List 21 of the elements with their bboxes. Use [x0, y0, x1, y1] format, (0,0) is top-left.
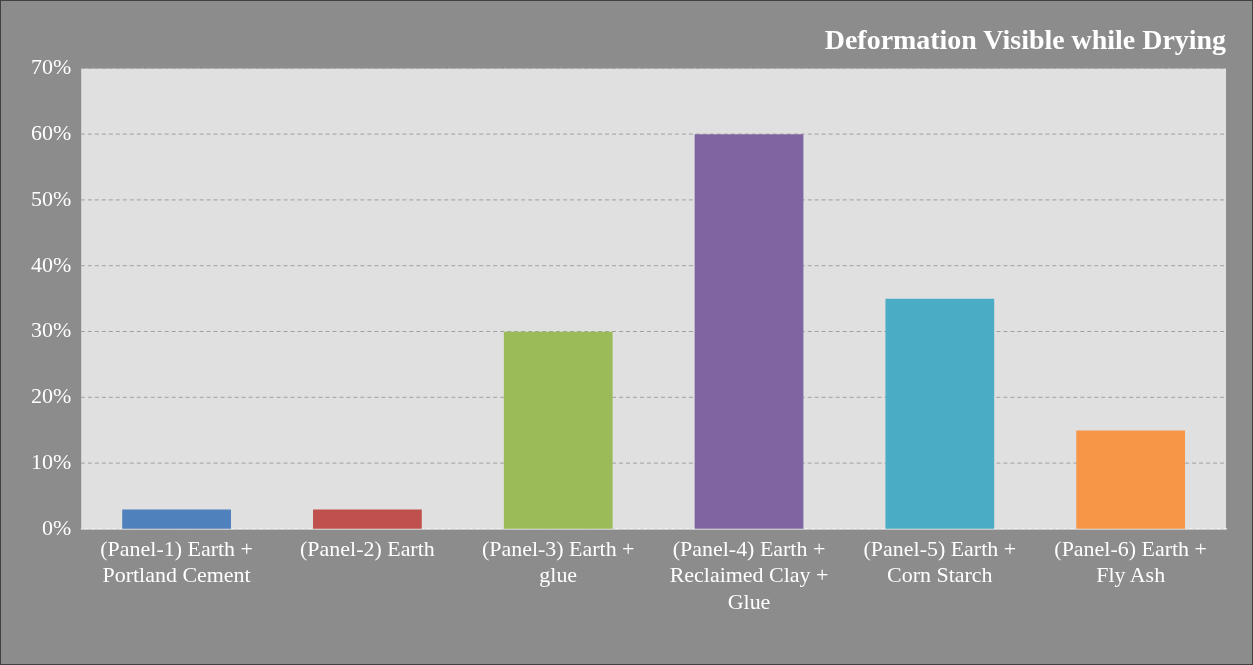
bar [885, 298, 995, 529]
x-tick-label: (Panel-5) Earth + Corn Starch [863, 536, 1017, 588]
bar [694, 134, 804, 529]
x-tick-label: (Panel-2) Earth [300, 536, 435, 562]
x-tick-label: (Panel-1) Earth + Portland Cement [100, 536, 253, 588]
x-tick-label: (Panel-4) Earth + Reclaimed Clay + Glue [669, 536, 829, 614]
y-tick-label: 60% [30, 120, 72, 145]
y-tick-label: 30% [30, 317, 72, 343]
x-tick-label: (Panel-6) Earth + Fly Ash [1054, 536, 1207, 588]
y-tick-label: 70% [30, 54, 72, 80]
chart-title: Deformation Visible while Drying [824, 23, 1227, 55]
x-tick-label: (Panel-3) Earth + glue [481, 536, 635, 588]
y-tick-label: 50% [30, 185, 72, 211]
bar [313, 509, 422, 529]
bar [122, 509, 231, 529]
y-tick-label: 20% [30, 383, 72, 409]
y-tick-label: 40% [30, 251, 72, 277]
bar [503, 331, 613, 529]
y-tick-label: 0% [41, 514, 72, 540]
y-tick-label: 10% [30, 449, 72, 475]
bar [1076, 430, 1186, 529]
